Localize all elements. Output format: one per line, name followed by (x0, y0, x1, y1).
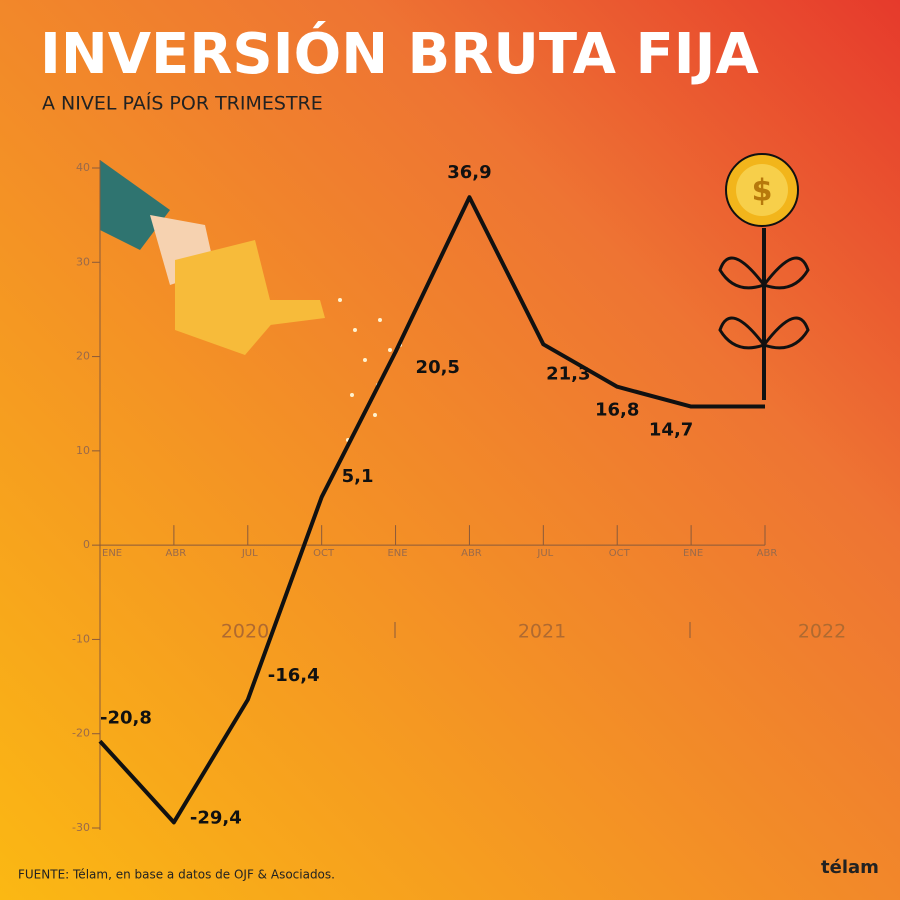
x-tick-label: ABR (461, 548, 482, 559)
y-tick-label: 20 (76, 350, 90, 363)
x-tick-label: JUL (536, 548, 553, 559)
x-tick-label: ENE (387, 548, 407, 559)
source: FUENTE: Télam, en base a datos de OJF & … (18, 868, 335, 882)
y-tick-label: 0 (83, 538, 90, 551)
y-tick-label: -10 (72, 632, 90, 645)
logo: télam (821, 857, 879, 878)
coin-flower: $ (718, 153, 810, 400)
value-label: 5,1 (342, 466, 374, 487)
chart-title: INVERSIÓN BRUTA FIJA (40, 22, 759, 87)
x-tick-label: OCT (609, 548, 631, 559)
y-tick-label: -20 (72, 727, 90, 740)
x-tick-label: ABR (166, 548, 187, 559)
y-tick-label: 10 (76, 444, 90, 457)
x-tick-label: ABR (757, 548, 778, 559)
year-label: 2022 (798, 621, 846, 643)
chart-subtitle: A NIVEL PAÍS POR TRIMESTRE (42, 92, 323, 115)
x-tick-label: JUL (241, 548, 258, 559)
y-tick-label: 30 (76, 255, 90, 268)
value-label: 36,9 (447, 162, 491, 183)
value-label: 20,5 (416, 357, 460, 378)
x-tick-label: ENE (102, 548, 122, 559)
y-tick-label: -30 (72, 821, 90, 834)
y-tick-label: 40 (76, 161, 90, 174)
watering-can (100, 160, 325, 355)
year-label: 2021 (518, 621, 566, 643)
value-label: -16,4 (268, 665, 320, 686)
value-label: 16,8 (595, 400, 639, 421)
line (98, 195, 765, 825)
x-tick-label: OCT (313, 548, 335, 559)
value-label: 21,3 (546, 363, 590, 384)
value-label: -20,8 (100, 707, 152, 728)
year-label: 2020 (221, 621, 269, 643)
x-tick-label: ENE (683, 548, 703, 559)
value-label: -29,4 (190, 807, 242, 828)
svg-text:$: $ (752, 174, 773, 209)
value-label: 14,7 (649, 420, 693, 441)
